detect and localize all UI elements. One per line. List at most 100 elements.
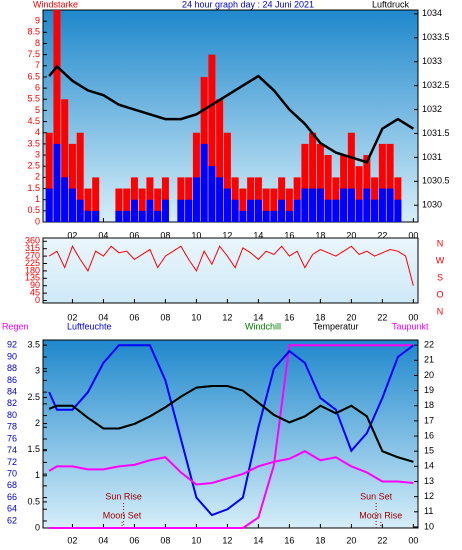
wind-bar (355, 199, 363, 222)
wind-bar (208, 54, 216, 223)
wind-bar (185, 199, 193, 222)
x-tick-label: 14 (253, 535, 263, 545)
y-tick-label: 14 (424, 461, 434, 471)
wind-bar (161, 199, 169, 222)
wind-bar (316, 188, 324, 222)
wind-bar (285, 210, 293, 222)
x-tick-label: 12 (222, 535, 232, 545)
x-tick-label: 00 (408, 312, 418, 322)
x-tick-label: 18 (315, 230, 325, 240)
wind-bar (340, 188, 348, 222)
wind-bar (130, 199, 138, 222)
y-tick-label: 10 (424, 521, 434, 531)
x-tick-label: 22 (377, 535, 387, 545)
x-tick-label: 04 (98, 535, 108, 545)
annotation: Sun Rise (105, 491, 142, 501)
pressure-line (48, 64, 415, 164)
x-tick-label: 20 (346, 230, 356, 240)
y-tick-label: 19 (424, 385, 434, 395)
direction-label: W (436, 255, 445, 265)
x-tick-label: 18 (315, 535, 325, 545)
legend-entry: Luftfeuchte (67, 321, 112, 331)
wind-bar (76, 199, 84, 222)
direction-label: N (437, 238, 444, 248)
series-line (49, 344, 414, 529)
x-tick-label: 12 (222, 312, 232, 322)
y-tick-label: 70 (7, 468, 17, 478)
y-tick-label: 66 (7, 492, 17, 502)
wind-bar (386, 188, 394, 222)
x-tick-label: 14 (253, 230, 263, 240)
wind-bar (53, 10, 61, 222)
x-tick-label: 00 (408, 230, 418, 240)
x-tick-label: 20 (346, 535, 356, 545)
y-tick-label: 1034 (422, 8, 442, 18)
y-tick-label: 22 (424, 340, 434, 350)
x-tick-label: 02 (67, 230, 77, 240)
y-tick-label: 6 (35, 82, 40, 92)
x-tick-label: 12 (222, 230, 232, 240)
y-tick-label: 3 (35, 149, 40, 159)
wind-bar (347, 188, 355, 222)
wind-bar (84, 188, 92, 222)
wind-bar (363, 155, 371, 222)
wind-bar (378, 188, 386, 222)
wind-bar (223, 132, 231, 222)
plot-area (42, 237, 419, 304)
direction-label: S (437, 272, 443, 282)
y-tick-label: 20 (424, 370, 434, 380)
wind-bar (278, 199, 286, 222)
y-axis-title: Windstarke (33, 0, 78, 9)
x-tick-label: 16 (284, 312, 294, 322)
y-tick-label: 1.5 (27, 183, 40, 193)
y-tick-label: 5.5 (27, 94, 40, 104)
wind-bar (262, 188, 270, 222)
y-tick-label: 180 (25, 265, 40, 275)
wind-bar (355, 166, 363, 222)
x-tick-label: 14 (253, 312, 263, 322)
y-tick-label: 1033 (422, 56, 442, 66)
x-tick-label: 06 (129, 230, 139, 240)
wind-bar (146, 199, 154, 222)
wind-bar (239, 188, 247, 222)
wind-bar (115, 210, 123, 222)
y2-axis-title: Luftdruck (372, 0, 410, 9)
wind-bar (61, 177, 69, 222)
y-tick-label: 3.5 (27, 340, 40, 350)
wind-bar (270, 188, 278, 222)
y-tick-label: 8 (35, 38, 40, 48)
wind-bar (394, 199, 402, 222)
y-tick-label: 1031.5 (422, 128, 450, 138)
y-tick-label: 11 (424, 506, 433, 516)
y-tick-label: 86 (7, 375, 17, 385)
wind-bar (68, 143, 76, 222)
y-tick-label: 2 (35, 172, 40, 182)
x-tick-label: 08 (160, 312, 170, 322)
y-tick-label: 2.5 (27, 161, 40, 171)
wind-bar (92, 177, 100, 222)
y-tick-label: 5 (35, 105, 40, 115)
y-tick-label: 74 (7, 445, 17, 455)
y-tick-label: 1031 (422, 152, 442, 162)
wind-bar (154, 188, 162, 222)
wind-bar (216, 99, 224, 222)
wind-bar (154, 210, 162, 222)
direction-line (48, 245, 414, 286)
wind-bar (208, 166, 216, 222)
wind-bar (262, 210, 270, 222)
y-tick-label: 76 (7, 433, 17, 443)
y-tick-label: 3.5 (27, 138, 40, 148)
y-tick-label: 1 (35, 470, 40, 480)
y-tick-label: 360 (25, 236, 40, 246)
wind-bar (239, 210, 247, 222)
y-tick-label: 135 (25, 273, 40, 283)
wind-bar (216, 177, 224, 222)
y-tick-label: 15 (424, 446, 434, 456)
wind-bar (332, 199, 340, 222)
wind-bar (363, 188, 371, 222)
y-tick-label: 16 (424, 430, 434, 440)
wind-bar (347, 132, 355, 222)
wind-bar (316, 143, 324, 222)
y-tick-label: 7 (35, 60, 40, 70)
wind-bar (223, 188, 231, 222)
